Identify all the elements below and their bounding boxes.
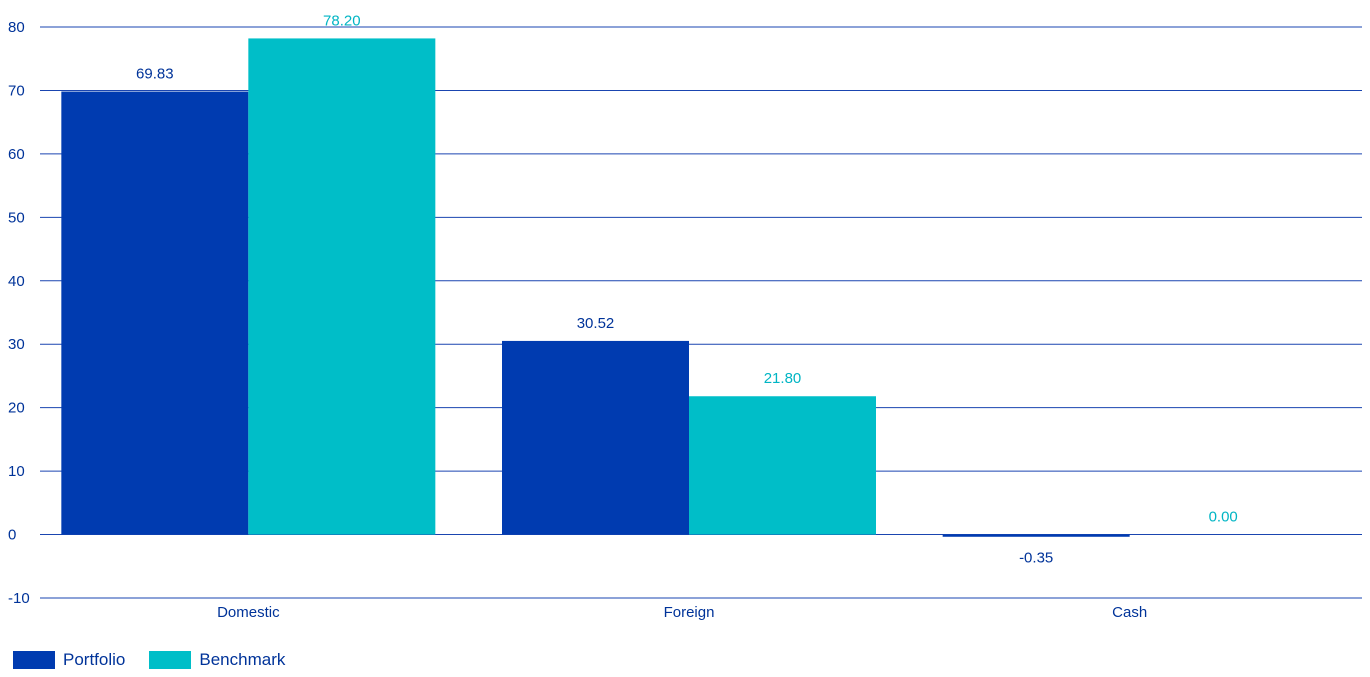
- x-tick-label: Foreign: [664, 604, 715, 621]
- data-label: 69.83: [136, 66, 174, 83]
- bar-portfolio-cash: [942, 534, 1130, 537]
- bars: [61, 38, 1130, 537]
- data-label: 0.00: [1209, 509, 1238, 526]
- bar-chart: 80 70 60 50 40 30 20 10 0 -10 69.83 78.20 30.52 21.8…: [8, 12, 1362, 621]
- y-tick-label: 40: [8, 273, 25, 290]
- y-tick-label: 0: [8, 527, 16, 544]
- data-label: 21.80: [764, 370, 802, 387]
- y-axis: 80 70 60 50 40 30 20 10 0 -10: [8, 19, 30, 607]
- legend: Portfolio Benchmark: [13, 650, 309, 670]
- y-tick-label: 70: [8, 82, 25, 99]
- y-tick-label: 80: [8, 19, 25, 36]
- bar-portfolio-foreign: [502, 340, 689, 535]
- y-tick-label: -10: [8, 590, 30, 607]
- bar-benchmark-domestic: [248, 38, 436, 535]
- legend-swatch-portfolio: [13, 651, 55, 669]
- data-label: 30.52: [577, 315, 615, 332]
- legend-swatch-benchmark: [149, 651, 192, 669]
- bar-benchmark-foreign: [689, 396, 876, 535]
- data-labels: 69.83 78.20 30.52 21.80 -0.35 0.00: [136, 12, 1238, 566]
- y-tick-label: 20: [8, 400, 25, 417]
- y-tick-label: 50: [8, 209, 25, 226]
- legend-label-portfolio: Portfolio: [63, 650, 126, 669]
- y-tick-label: 60: [8, 146, 25, 163]
- legend-item-portfolio: Portfolio: [13, 650, 125, 670]
- data-label: 78.20: [323, 12, 361, 29]
- data-label: -0.35: [1019, 550, 1053, 567]
- y-tick-label: 10: [8, 463, 25, 480]
- bar-portfolio-domestic: [61, 91, 249, 535]
- legend-label-benchmark: Benchmark: [199, 650, 286, 669]
- x-tick-label: Cash: [1112, 604, 1147, 621]
- x-axis: Domestic Foreign Cash: [217, 604, 1147, 621]
- legend-item-benchmark: Benchmark: [149, 650, 285, 670]
- y-tick-label: 30: [8, 336, 25, 353]
- x-tick-label: Domestic: [217, 604, 280, 621]
